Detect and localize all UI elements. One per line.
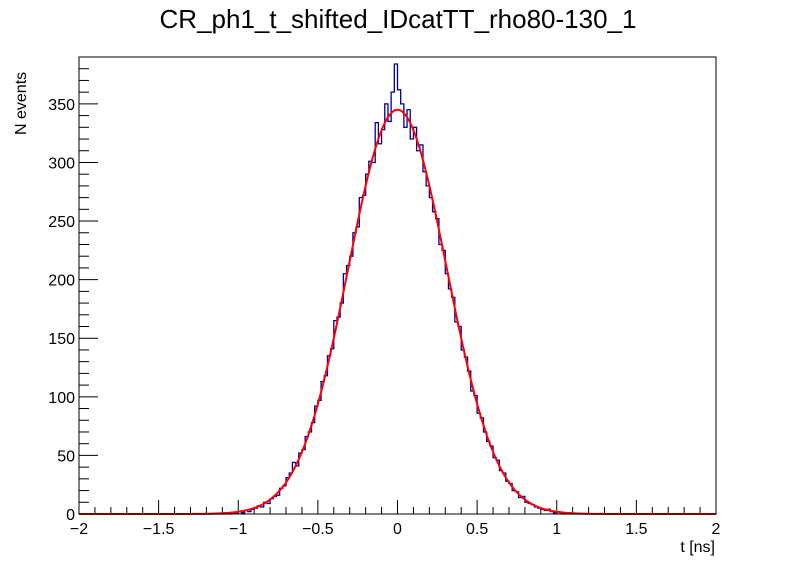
plot-frame xyxy=(78,56,717,515)
y-tick-label: 100 xyxy=(48,390,75,407)
x-tick-label: −2 xyxy=(70,521,88,538)
x-tick-label: 1 xyxy=(552,521,561,538)
x-tick-label: 0.5 xyxy=(466,521,488,538)
x-tick-label: −1.5 xyxy=(143,521,175,538)
x-tick-label: 1.5 xyxy=(625,521,647,538)
y-tick-label: 150 xyxy=(48,331,75,348)
y-tick-label: 50 xyxy=(57,448,75,465)
y-tick-labels: 0 50 100 150 200 250 300 350 xyxy=(48,97,75,524)
y-tick-label: 250 xyxy=(48,214,75,231)
x-tick-label: −0.5 xyxy=(302,521,334,538)
y-axis-label: N events xyxy=(13,72,30,135)
y-tick-label: 0 xyxy=(66,507,75,524)
x-tick-label: 2 xyxy=(712,521,721,538)
x-tick-label: −1 xyxy=(229,521,247,538)
x-axis-label: t [ns] xyxy=(680,539,715,556)
chart-title: CR_ph1_t_shifted_IDcatTT_rho80-130_1 xyxy=(160,4,637,34)
x-tick-labels: −2 −1.5 −1 −0.5 0 0.5 1 1.5 2 xyxy=(70,521,721,538)
y-tick-label: 350 xyxy=(48,97,75,114)
y-tick-label: 300 xyxy=(48,155,75,172)
y-tick-label: 200 xyxy=(48,273,75,290)
x-tick-label: 0 xyxy=(393,521,402,538)
